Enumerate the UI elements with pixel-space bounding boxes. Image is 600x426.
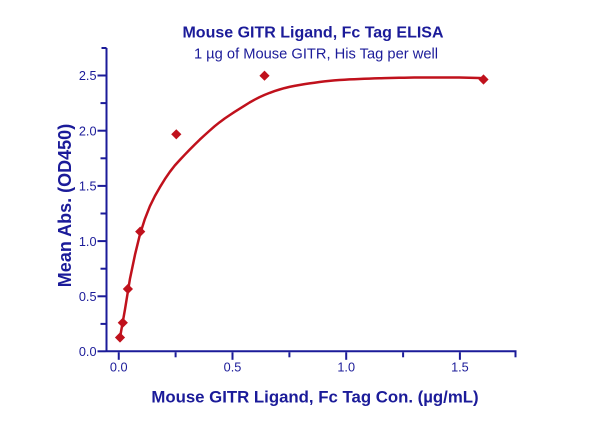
- svg-text:1.0: 1.0: [337, 360, 355, 374]
- svg-text:0.5: 0.5: [224, 360, 242, 374]
- svg-text:2.5: 2.5: [79, 69, 97, 83]
- svg-text:Mouse GITR Ligand, Fc Tag Con.: Mouse GITR Ligand, Fc Tag Con. (µg/mL): [151, 388, 478, 407]
- svg-text:0.0: 0.0: [79, 345, 97, 359]
- svg-text:0.5: 0.5: [79, 290, 97, 304]
- svg-text:1.5: 1.5: [451, 360, 469, 374]
- svg-text:2.0: 2.0: [79, 124, 97, 138]
- svg-text:1.0: 1.0: [79, 235, 97, 249]
- svg-text:1.5: 1.5: [79, 180, 97, 194]
- svg-text:Mouse GITR Ligand, Fc Tag ELIS: Mouse GITR Ligand, Fc Tag ELISA: [182, 24, 443, 41]
- svg-text:1 µg of Mouse GITR, His Tag pe: 1 µg of Mouse GITR, His Tag per well: [194, 47, 438, 63]
- svg-text:Mean Abs. (OD450): Mean Abs. (OD450): [55, 124, 75, 287]
- svg-text:0.0: 0.0: [110, 360, 128, 374]
